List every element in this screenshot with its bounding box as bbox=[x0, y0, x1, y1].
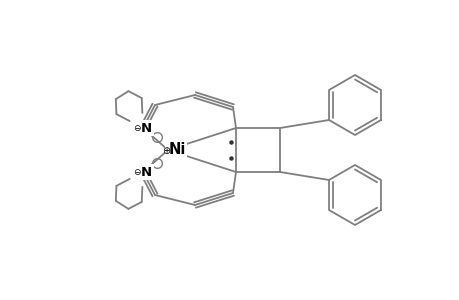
Text: N: N bbox=[140, 122, 151, 134]
Text: N: N bbox=[140, 166, 151, 178]
Text: Ni: Ni bbox=[168, 142, 185, 158]
Text: N: N bbox=[140, 122, 151, 134]
Text: $\ominus$: $\ominus$ bbox=[132, 167, 141, 177]
Text: $\ominus$: $\ominus$ bbox=[132, 123, 141, 133]
Text: $\oplus$: $\oplus$ bbox=[162, 145, 171, 155]
Text: N: N bbox=[140, 166, 151, 178]
Text: Ni: Ni bbox=[167, 142, 184, 158]
